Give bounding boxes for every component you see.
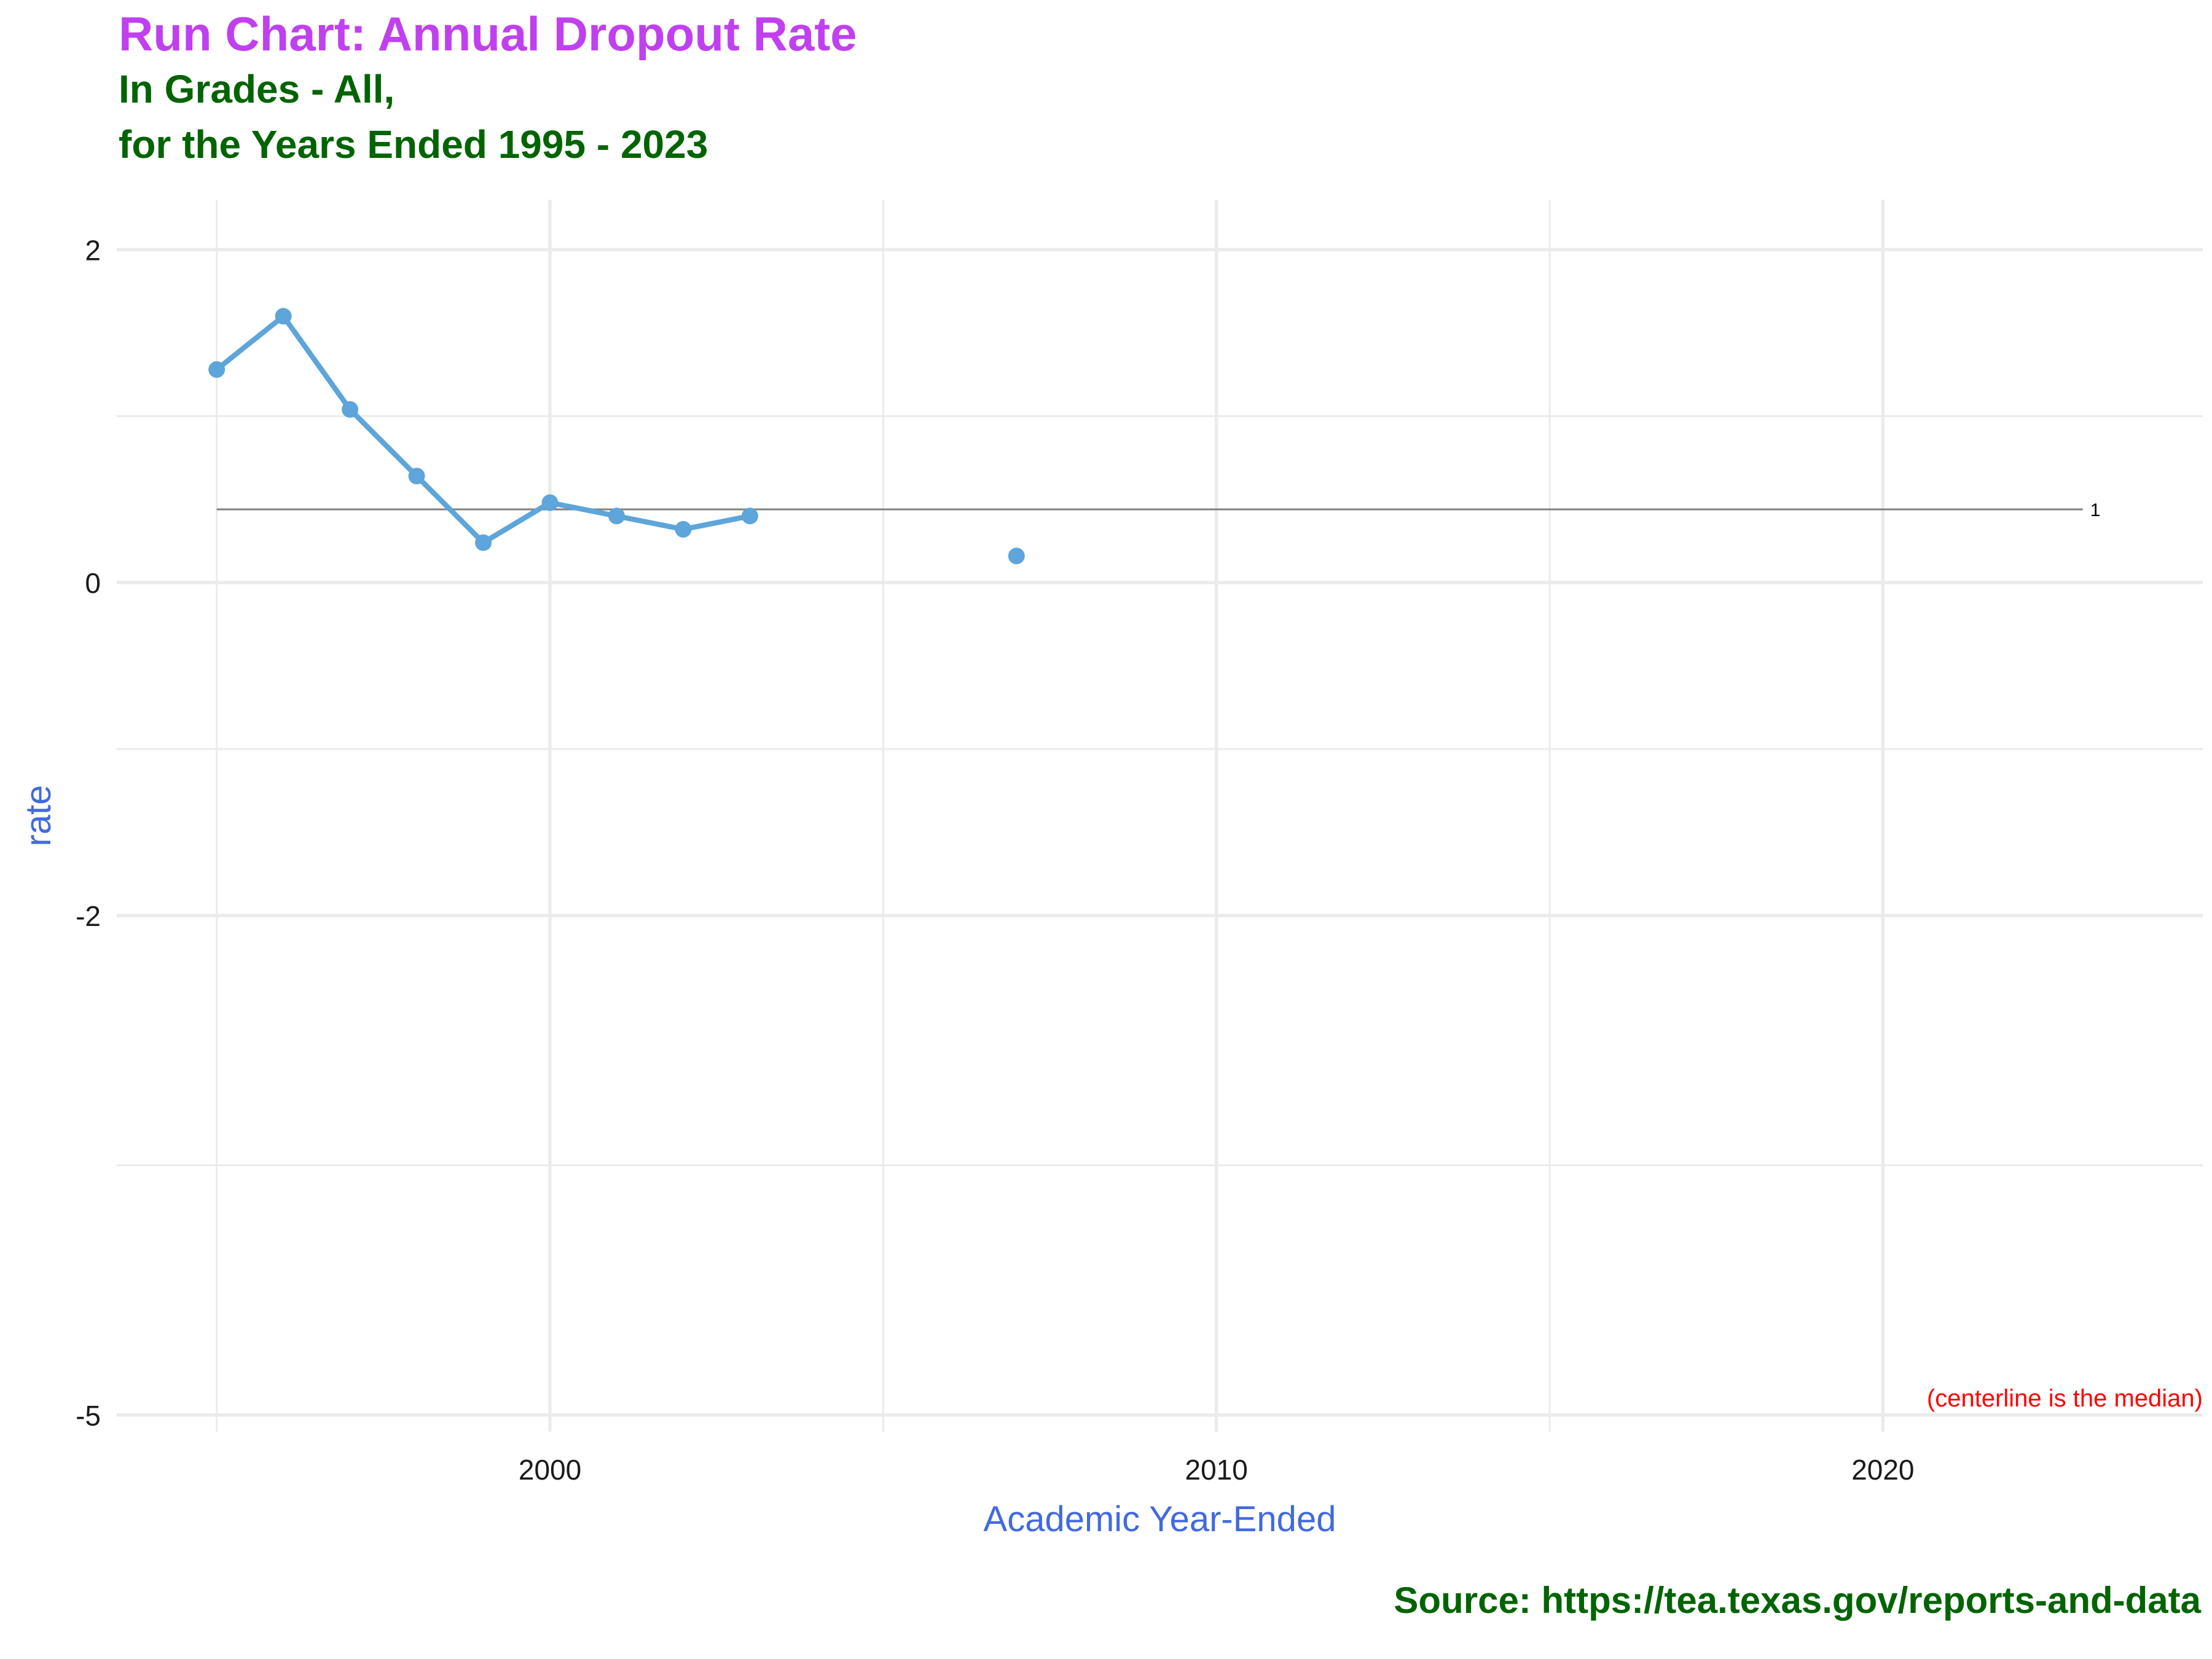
chart-subtitle-line-1: In Grades - All, — [119, 67, 395, 111]
series-layer — [208, 308, 1025, 565]
y-tick-label: 2 — [85, 234, 101, 266]
centerline-note: (centerline is the median) — [1927, 1385, 2203, 1412]
data-point — [608, 508, 625, 525]
data-point — [342, 401, 359, 418]
grid-layer — [117, 200, 2203, 1432]
data-point — [1008, 547, 1025, 565]
data-point — [675, 520, 692, 538]
data-point — [741, 508, 758, 525]
chart-title: Run Chart: Annual Dropout Rate — [119, 7, 857, 61]
data-point — [541, 494, 559, 511]
chart-subtitle-line-2: for the Years Ended 1995 - 2023 — [119, 122, 708, 167]
data-point — [208, 361, 226, 378]
x-tick-label: 2020 — [1851, 1454, 1914, 1486]
y-tick-label: -2 — [76, 900, 101, 932]
data-point — [275, 308, 292, 325]
data-point — [408, 468, 425, 485]
centerline-label: 1 — [2090, 500, 2101, 520]
y-tick-label: -5 — [76, 1400, 101, 1432]
x-tick-label: 2000 — [519, 1454, 581, 1486]
x-tick-label: 2010 — [1185, 1454, 1248, 1486]
source-caption: Source: https://tea.texas.gov/reports-an… — [1394, 1580, 2201, 1621]
y-tick-label: 0 — [85, 567, 101, 599]
x-axis-title: Academic Year-Ended — [984, 1499, 1336, 1539]
data-point — [475, 534, 492, 551]
y-axis-title: rate — [18, 785, 58, 847]
centerline-layer: 1 (centerline is the median) — [216, 500, 2203, 1412]
